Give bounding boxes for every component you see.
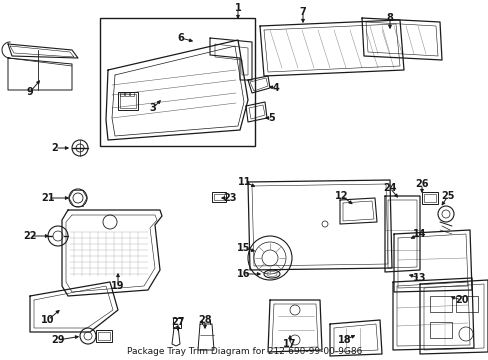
Bar <box>118 92 138 110</box>
Text: 6: 6 <box>177 33 184 43</box>
Bar <box>429 322 451 338</box>
Text: 1: 1 <box>234 3 241 13</box>
Text: 5: 5 <box>268 113 275 123</box>
Text: 15: 15 <box>237 243 250 253</box>
Bar <box>130 92 134 96</box>
Bar <box>173 318 181 328</box>
Text: 14: 14 <box>412 229 426 239</box>
Text: 13: 13 <box>412 273 426 283</box>
Bar <box>120 94 136 108</box>
Text: 3: 3 <box>149 103 156 113</box>
Bar <box>423 194 435 202</box>
Text: 10: 10 <box>41 315 55 325</box>
Bar <box>455 296 477 312</box>
Text: 29: 29 <box>51 335 64 345</box>
Text: 28: 28 <box>198 315 211 325</box>
Text: 25: 25 <box>440 191 454 201</box>
Text: 24: 24 <box>383 183 396 193</box>
Text: 19: 19 <box>111 281 124 291</box>
Bar <box>125 92 129 96</box>
Text: 16: 16 <box>237 269 250 279</box>
Bar <box>212 192 225 202</box>
Bar <box>214 194 224 200</box>
Text: 9: 9 <box>26 87 33 97</box>
Text: 18: 18 <box>338 335 351 345</box>
Bar <box>96 330 112 342</box>
Bar <box>120 92 124 96</box>
Text: 23: 23 <box>223 193 236 203</box>
Text: 11: 11 <box>238 177 251 187</box>
Bar <box>429 296 451 312</box>
Text: Package Tray Trim Diagram for 212-690-99-00-9G86: Package Tray Trim Diagram for 212-690-99… <box>126 347 362 356</box>
Text: 4: 4 <box>272 83 279 93</box>
Bar <box>98 332 110 340</box>
Text: 27: 27 <box>171 317 184 327</box>
Text: 7: 7 <box>299 7 306 17</box>
Text: 20: 20 <box>454 295 468 305</box>
Text: 8: 8 <box>386 13 393 23</box>
Text: 17: 17 <box>283 339 296 349</box>
Text: 21: 21 <box>41 193 55 203</box>
Text: 2: 2 <box>52 143 58 153</box>
Text: 22: 22 <box>23 231 37 241</box>
Bar <box>421 192 437 204</box>
Text: 12: 12 <box>335 191 348 201</box>
Bar <box>100 18 254 146</box>
Text: 26: 26 <box>414 179 428 189</box>
